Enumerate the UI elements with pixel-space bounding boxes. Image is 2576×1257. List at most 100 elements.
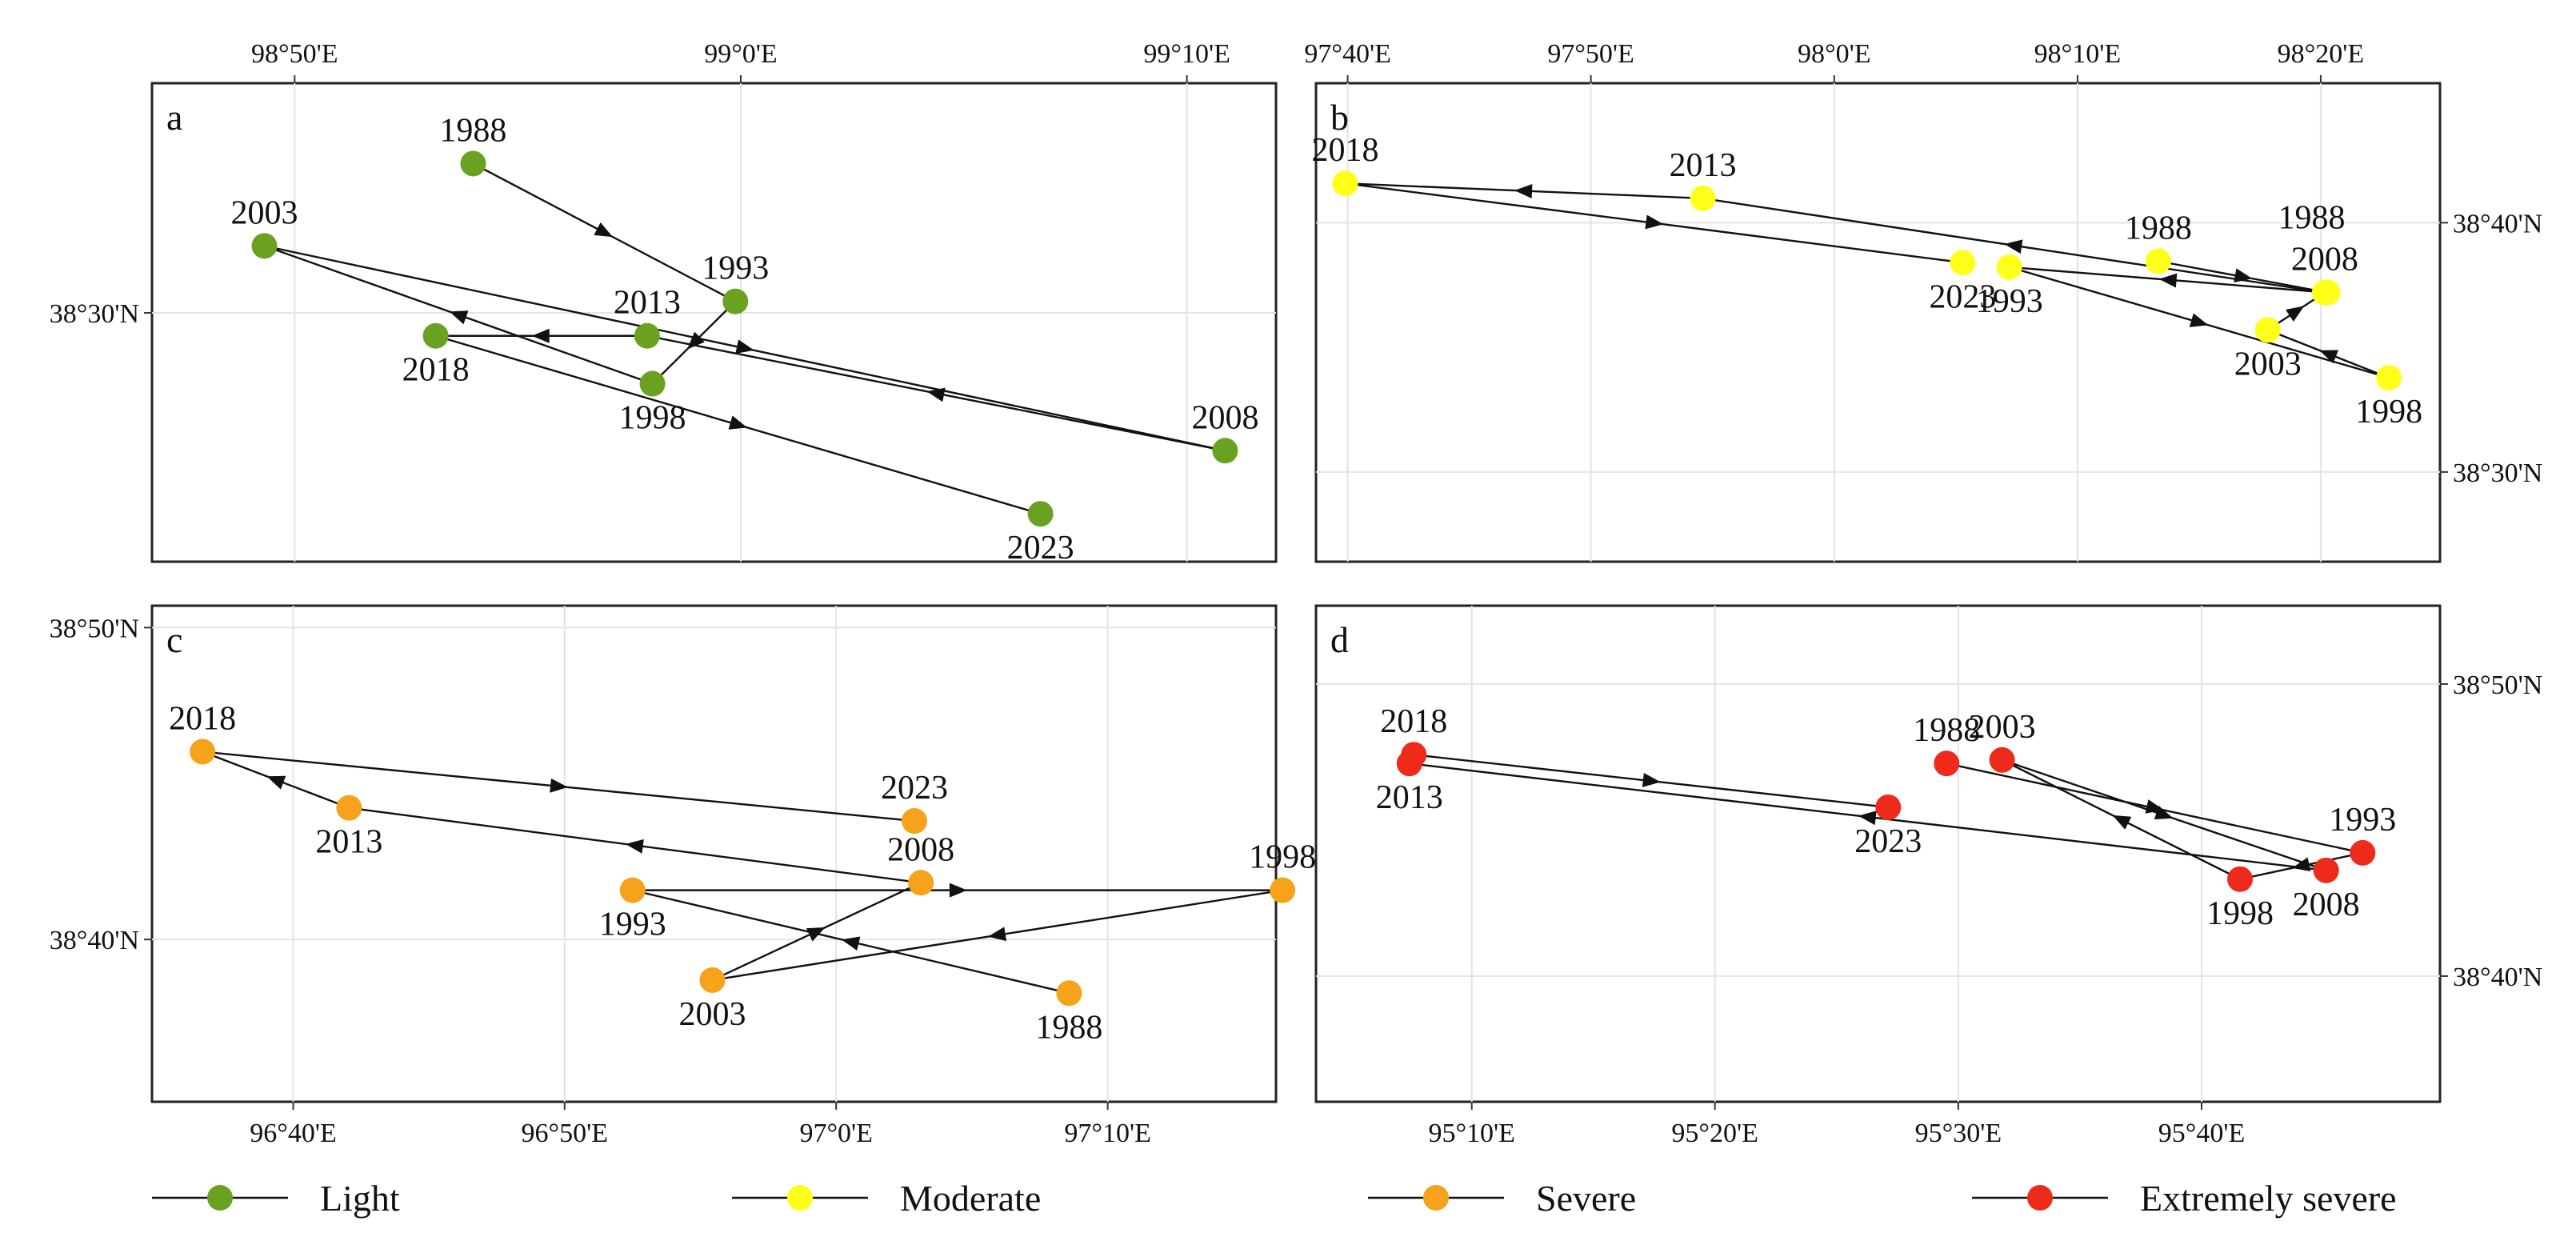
legend-label-extremely-severe: Extremely severe <box>2140 1178 2397 1219</box>
legend-item-extremely-severe: Extremely severe <box>1972 1178 2397 1219</box>
year-label: 1993 <box>1976 283 2043 320</box>
direction-arrow <box>2154 806 2174 820</box>
direction-arrow <box>550 778 568 793</box>
direction-arrow <box>625 839 644 854</box>
centroid-point <box>634 322 660 349</box>
year-label: 1988 <box>439 112 506 149</box>
centroid-point <box>1934 751 1960 777</box>
panel-c: 96°40'E 96°50'E 97°0'E 97°10'E 38°50'N 38°40'… <box>50 604 1316 1148</box>
centroid-point <box>619 877 646 903</box>
y-tick-label: 38°40'N <box>2453 963 2542 992</box>
panel-d: 95°10'E 95°20'E 95°30'E 95°40'E 38°50'N 38°40… <box>1314 604 2542 1148</box>
centroid-point <box>699 967 726 993</box>
direction-arrow <box>2189 313 2209 327</box>
year-label: 1993 <box>2329 802 2396 839</box>
year-label: 1988 <box>1035 1009 1102 1046</box>
legend-label-severe: Severe <box>1536 1178 1636 1219</box>
legend-marker-extremely-severe <box>2027 1185 2053 1211</box>
direction-arrow <box>2158 273 2178 288</box>
year-label: 1998 <box>1249 839 1316 876</box>
y-tick-label: 38°40'N <box>2453 209 2542 238</box>
centroid-point <box>422 322 449 349</box>
direction-arrow <box>987 927 1007 942</box>
year-label: 2018 <box>402 352 470 389</box>
year-label: 2013 <box>614 285 681 322</box>
panel-letter: b <box>1330 97 1349 138</box>
centroid-point <box>1056 980 1082 1007</box>
centroid-point <box>1996 254 2022 280</box>
panel-d-grid <box>1316 606 2440 1102</box>
centroid-point <box>1875 794 1902 820</box>
legend-marker-light <box>207 1185 233 1211</box>
centroid-point <box>2376 365 2402 391</box>
panel-letter: c <box>166 619 182 660</box>
x-tick-label: 97°10'E <box>1064 1119 1151 1148</box>
x-tick-label: 99°0'E <box>704 39 778 69</box>
x-tick-label: 98°50'E <box>251 39 338 69</box>
year-label: 2003 <box>2234 346 2302 382</box>
direction-arrow <box>841 936 861 951</box>
centroid-point <box>1690 185 1716 211</box>
trajectory-c <box>202 751 1276 995</box>
direction-arrow <box>735 339 754 354</box>
year-label: 2008 <box>2291 242 2358 278</box>
centroid-point <box>1401 742 1427 768</box>
direction-arrow <box>806 927 826 942</box>
y-tick-label: 38°40'N <box>50 926 139 955</box>
centroid-point <box>2350 839 2376 866</box>
legend-item-severe: Severe <box>1368 1178 1636 1219</box>
panel-b: 97°40'E 97°50'E 98°0'E 98°10'E 98°20'E 38°40'… <box>1304 39 2542 563</box>
year-label: 1998 <box>619 400 686 437</box>
centroid-point <box>1212 438 1238 464</box>
x-tick-label: 95°30'E <box>1915 1119 2002 1148</box>
centroid-point <box>1027 501 1054 527</box>
centroid-point <box>2311 279 2338 306</box>
centroid-point <box>190 739 216 765</box>
year-label: 2003 <box>1969 709 2036 746</box>
direction-arrow <box>949 883 967 898</box>
direction-arrow <box>2285 306 2305 322</box>
centroid-point <box>251 233 278 259</box>
legend-label-moderate: Moderate <box>900 1178 1041 1219</box>
year-label: 1988 <box>1913 712 1980 749</box>
year-label: 2003 <box>231 194 298 231</box>
direction-arrow <box>926 387 946 402</box>
centroid-point <box>908 870 934 896</box>
centroid-point <box>2254 317 2281 343</box>
year-label: 1988 <box>2278 200 2346 237</box>
year-label: 2003 <box>678 996 746 1033</box>
legend-marker-moderate <box>787 1185 813 1211</box>
direction-arrow <box>2319 350 2339 364</box>
year-label: 2023 <box>1929 278 1996 315</box>
direction-arrow <box>449 310 469 325</box>
year-label: 2023 <box>1854 823 1922 860</box>
direction-arrow <box>2004 239 2023 254</box>
year-label: 2018 <box>1311 132 1378 169</box>
centroid-point <box>1332 170 1358 197</box>
x-tick-label: 96°40'E <box>250 1119 337 1148</box>
panel-b-frame <box>1314 82 2442 563</box>
year-label: 1988 <box>2125 210 2192 246</box>
centroid-point <box>460 150 486 177</box>
x-tick-label: 98°0'E <box>1798 39 1871 69</box>
direction-arrow <box>2112 815 2132 830</box>
year-label: 2008 <box>1191 399 1258 436</box>
centroid-point <box>1950 250 1976 276</box>
centroid-point <box>639 370 666 397</box>
panel-letter: d <box>1330 619 1349 660</box>
year-label: 2008 <box>887 831 954 868</box>
year-label: 2018 <box>169 700 236 737</box>
panel-c-frame <box>150 604 1278 1103</box>
year-label: 1998 <box>2355 394 2422 430</box>
x-tick-label: 95°10'E <box>1428 1119 1515 1148</box>
panel-letter: a <box>166 97 182 138</box>
x-tick-label: 95°20'E <box>1671 1119 1758 1148</box>
x-tick-label: 97°0'E <box>799 1119 873 1148</box>
centroid-point <box>2313 857 2339 883</box>
x-tick-label: 95°40'E <box>2158 1119 2246 1148</box>
trajectory-a <box>264 162 1226 515</box>
x-tick-label: 98°10'E <box>2034 39 2122 69</box>
direction-arrow <box>1642 773 1661 787</box>
year-label: 2023 <box>1007 530 1074 566</box>
panel-b-grid <box>1316 83 2440 562</box>
